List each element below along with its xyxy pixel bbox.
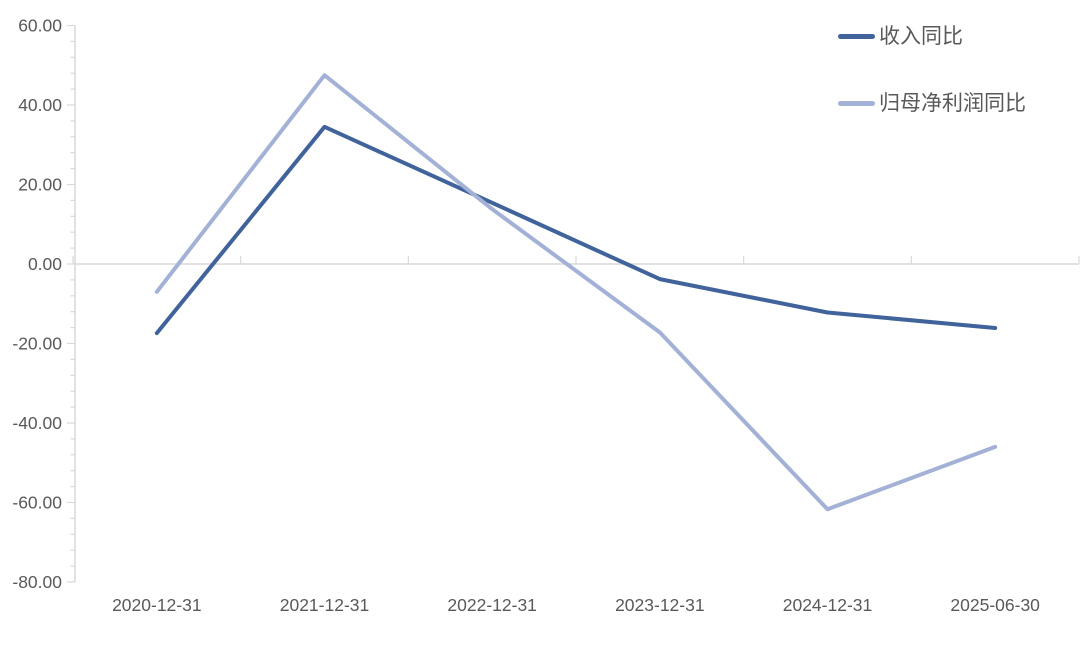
series-line-1 xyxy=(154,73,998,512)
legend: 收入同比 归母净利润同比 xyxy=(838,26,1026,114)
y-tick-label: -40.00 xyxy=(12,413,62,433)
y-tick-label: -60.00 xyxy=(12,493,62,513)
y-tick-label: 0.00 xyxy=(28,254,62,274)
x-tick-label: 2022-12-31 xyxy=(447,595,537,615)
legend-line-marker-net-profit xyxy=(838,101,875,106)
x-tick-label: 2023-12-31 xyxy=(615,595,705,615)
x-tick-label: 2021-12-31 xyxy=(280,595,370,615)
x-tick-label: 2025-06-30 xyxy=(950,595,1040,615)
legend-item-revenue-yoy: 收入同比 xyxy=(838,26,1026,47)
y-tick-label: 60.00 xyxy=(18,16,62,36)
legend-line-marker-revenue xyxy=(838,34,875,39)
legend-label-net-profit-yoy: 归母净利润同比 xyxy=(879,92,1026,115)
series-line-0 xyxy=(154,124,998,336)
y-tick-label: 20.00 xyxy=(18,175,62,195)
legend-label-revenue-yoy: 收入同比 xyxy=(879,25,963,48)
y-tick-label: -20.00 xyxy=(12,334,62,354)
legend-item-net-profit-yoy: 归母净利润同比 xyxy=(838,93,1026,114)
x-tick-label: 2024-12-31 xyxy=(783,595,873,615)
y-tick-label: -80.00 xyxy=(12,572,62,592)
y-tick-label: 40.00 xyxy=(18,95,62,115)
x-tick-label: 2020-12-31 xyxy=(112,595,202,615)
